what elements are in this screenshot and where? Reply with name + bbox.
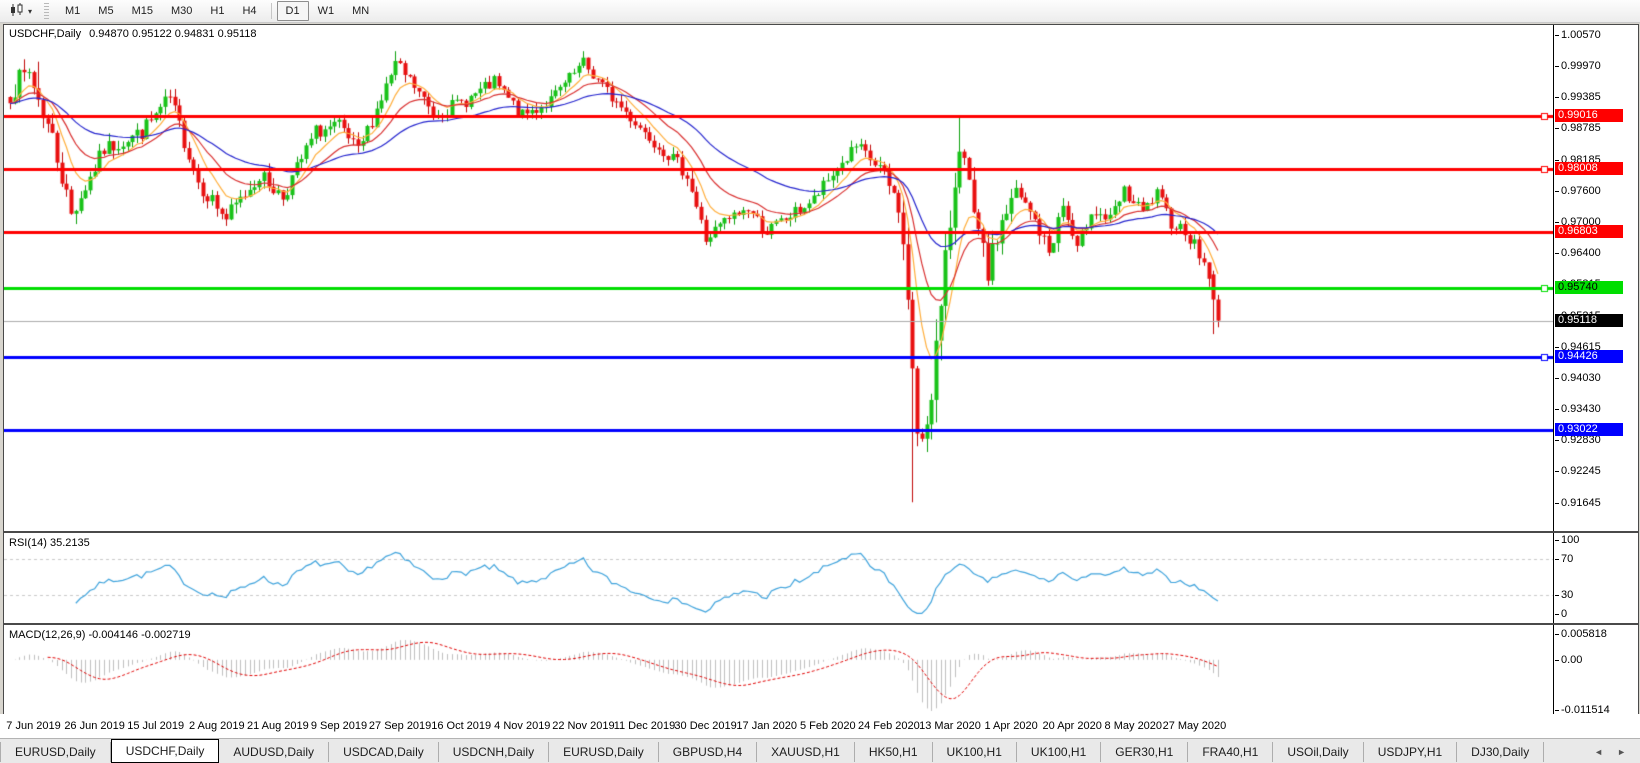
- price-axis-tick: 0.91645: [1555, 496, 1601, 509]
- chart-symbol-period: USDCHF,Daily: [9, 28, 82, 40]
- price-axis-tick: 0.98785: [1555, 122, 1601, 135]
- chart-tab-xauusd-h1[interactable]: XAUUSD,H1: [757, 741, 855, 762]
- candlestick-chart-icon: [9, 2, 25, 20]
- chart-tab-bar: EURUSD,Daily USDCHF,Daily AUDUSD,Daily USDC…: [0, 738, 1640, 763]
- tab-scroll-left-icon[interactable]: ◄: [1594, 746, 1604, 757]
- price-axis-tick: 0.99970: [1555, 60, 1601, 73]
- date-axis-label: 21 Aug 2019: [246, 720, 309, 732]
- macd-indicator-canvas[interactable]: [4, 625, 1553, 717]
- date-axis-label: 2 Aug 2019: [188, 720, 245, 732]
- toolbar-grip[interactable]: [44, 3, 50, 19]
- chart-tab-audusd-daily[interactable]: AUDUSD,Daily: [219, 741, 330, 762]
- chart-title: USDCHF,Daily 0.94870 0.95122 0.94831 0.95…: [9, 28, 257, 40]
- timeframe-button-h4[interactable]: H4: [242, 5, 257, 17]
- rsi-axis-tick: 100: [1554, 534, 1580, 546]
- rsi-axis-tick: 0: [1554, 608, 1568, 620]
- date-axis-label: 16 Oct 2019: [431, 720, 492, 732]
- tab-scroll-controls: ◄ ►: [1594, 747, 1640, 757]
- date-axis-label: 8 May 2020: [1104, 720, 1163, 732]
- date-axis-label: 20 Apr 2020: [1042, 720, 1102, 732]
- timeframe-button-m1[interactable]: M1: [65, 5, 81, 17]
- rsi-axis-tick: 70: [1554, 553, 1574, 566]
- chart-tabs: EURUSD,Daily USDCHF,Daily AUDUSD,Daily USDC…: [0, 739, 1545, 763]
- chart-tab-eurusd-daily[interactable]: EURUSD,Daily: [549, 741, 659, 762]
- hline-price-label: 0.93022: [1555, 423, 1623, 437]
- rsi-indicator-canvas[interactable]: [4, 533, 1553, 621]
- timeframe-button-m5[interactable]: M5: [98, 5, 114, 17]
- date-axis-label: 27 May 2020: [1162, 720, 1227, 732]
- price-chart-canvas[interactable]: [4, 25, 1553, 529]
- chart-tab-usdchf-daily[interactable]: USDCHF,Daily: [110, 739, 220, 763]
- rsi-axis-tick: 30: [1554, 588, 1574, 601]
- chart-tab-hk50-h1[interactable]: HK50,H1: [855, 741, 933, 762]
- price-axis-tick: 0.96400: [1555, 247, 1601, 260]
- date-axis-label: 15 Jul 2019: [127, 720, 185, 732]
- chart-tab-eurusd-daily[interactable]: EURUSD,Daily: [0, 741, 111, 762]
- timeframe-button-m15[interactable]: M15: [131, 5, 153, 17]
- date-axis-label: 26 Jun 2019: [64, 720, 125, 732]
- chart-tab-usdcad-daily[interactable]: USDCAD,Daily: [329, 741, 439, 762]
- hline-price-label: 0.94426: [1555, 349, 1623, 363]
- price-axis-tick: 0.94030: [1555, 371, 1601, 384]
- date-axis-label: 5 Feb 2020: [799, 720, 856, 732]
- price-axis-tick: 0.92830: [1555, 434, 1601, 447]
- macd-label: MACD(12,26,9) -0.004146 -0.002719: [9, 629, 191, 641]
- chart-tab-usdcnh-daily[interactable]: USDCNH,Daily: [439, 741, 550, 762]
- toolbar-separator: [270, 3, 272, 19]
- date-axis-label: 17 Jan 2020: [736, 720, 797, 732]
- macd-axis-tick: 0.005818: [1555, 627, 1607, 640]
- macd-axis-tick: 0.00: [1554, 653, 1583, 666]
- timeframe-button-h1[interactable]: H1: [210, 5, 225, 17]
- chart-tab-usdjpy-h1[interactable]: USDJPY,H1: [1364, 741, 1458, 762]
- chart-ohlc-values: 0.94870 0.95122 0.94831 0.95118: [89, 28, 257, 40]
- timeframe-buttons: M1 M5 M15 M30 H1 H4 D1 W1 MN: [56, 0, 378, 22]
- chart-tab-uk100-h1[interactable]: UK100,H1: [1017, 741, 1102, 762]
- timeframe-toolbar: ▾ M1 M5 M15 M30 H1 H4 D1 W1 MN: [0, 0, 1640, 23]
- date-axis-label: 4 Nov 2019: [494, 720, 551, 732]
- price-axis: 1.00570 0.99970 0.99385 0.98785 0.98185 0.976…: [1553, 25, 1636, 531]
- chart-tab-uk100-h1[interactable]: UK100,H1: [933, 741, 1017, 762]
- price-axis-tick: 0.97000: [1555, 215, 1601, 228]
- macd-axis-tick: -0.011514: [1555, 704, 1610, 716]
- date-axis-label: 27 Sep 2019: [368, 720, 432, 732]
- date-axis-label: 24 Feb 2020: [858, 720, 920, 732]
- macd-indicator-panel: MACD(12,26,9) -0.004146 -0.002719 0.0058…: [3, 624, 1639, 720]
- chevron-down-icon: ▾: [28, 6, 33, 16]
- chart-tab-ger30-h1[interactable]: GER30,H1: [1101, 741, 1189, 762]
- price-axis-tick: 0.93430: [1555, 403, 1601, 416]
- chart-tab-gbpusd-h4[interactable]: GBPUSD,H4: [659, 741, 758, 762]
- date-axis-label: 13 Mar 2020: [919, 720, 981, 732]
- price-axis-tick: 0.99385: [1555, 91, 1601, 104]
- hline-price-label: 0.99016: [1555, 109, 1623, 123]
- rsi-label: RSI(14) 35.2135: [9, 537, 90, 549]
- price-axis-tick: 0.92245: [1555, 465, 1601, 478]
- macd-axis: 0.005818 0.00 -0.011514: [1553, 625, 1636, 719]
- date-axis-label: 7 Jun 2019: [6, 720, 61, 732]
- price-axis-tick: 0.97600: [1555, 184, 1601, 197]
- timeframe-button-m30[interactable]: M30: [170, 5, 193, 17]
- timeframe-button-d1[interactable]: D1: [276, 1, 309, 21]
- chart-tab-dj30-daily[interactable]: DJ30,Daily: [1457, 741, 1545, 762]
- timeframe-button-w1[interactable]: W1: [317, 5, 335, 17]
- date-axis-label: 11 Dec 2019: [613, 720, 676, 732]
- chart-type-button[interactable]: ▾: [4, 2, 37, 21]
- hline-price-label: 0.98008: [1555, 162, 1623, 176]
- price-axis-tick: 1.00570: [1555, 28, 1601, 41]
- date-axis-label: 30 Dec 2019: [674, 720, 737, 732]
- rsi-axis: 100 70 30 0: [1553, 533, 1636, 623]
- current-price-label: 0.95118: [1555, 313, 1623, 327]
- tab-scroll-right-icon[interactable]: ►: [1617, 746, 1626, 757]
- date-axis-label: 1 Apr 2020: [984, 720, 1038, 732]
- chart-tab-fra40-h1[interactable]: FRA40,H1: [1188, 741, 1274, 762]
- hline-price-label: 0.96803: [1555, 225, 1623, 239]
- rsi-indicator-panel: RSI(14) 35.2135 100 70 30 0: [3, 532, 1639, 624]
- date-axis-label: 9 Sep 2019: [310, 720, 368, 732]
- date-axis-label: 22 Nov 2019: [552, 720, 615, 732]
- hline-price-label: 0.95740: [1555, 281, 1623, 294]
- timeframe-button-mn[interactable]: MN: [352, 5, 370, 17]
- chart-tab-usoil-daily[interactable]: USOil,Daily: [1273, 741, 1364, 762]
- date-axis: 7 Jun 2019 26 Jun 2019 15 Jul 2019 2 Aug 20…: [0, 714, 1640, 738]
- price-chart-panel: USDCHF,Daily 0.94870 0.95122 0.94831 0.95…: [3, 24, 1639, 532]
